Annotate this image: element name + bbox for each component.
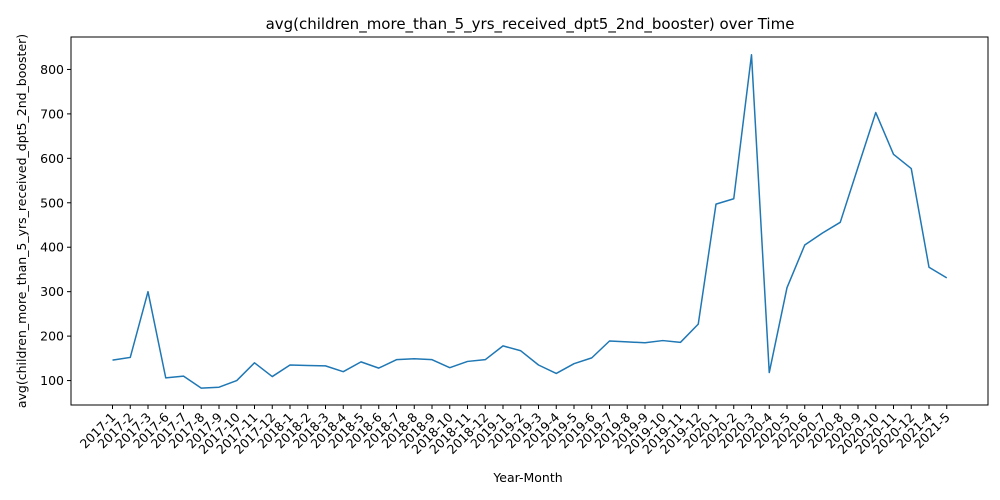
plot-area bbox=[70, 36, 989, 406]
y-axis: 100 200 300 400 500 600 700 800 bbox=[40, 62, 71, 388]
y-tick-label: 700 bbox=[40, 106, 64, 121]
y-tick-label: 300 bbox=[40, 284, 64, 299]
x-axis-title: Year-Month bbox=[492, 470, 562, 485]
series-points bbox=[112, 55, 946, 388]
x-axis: 2017-12017-22017-32017-62017-72017-82017… bbox=[77, 405, 953, 457]
y-tick-label: 400 bbox=[40, 240, 64, 255]
series-line bbox=[112, 54, 948, 389]
y-tick-label: 600 bbox=[40, 151, 64, 166]
chart-title: avg(children_more_than_5_yrs_received_dp… bbox=[266, 15, 795, 34]
y-tick-label: 100 bbox=[40, 373, 64, 388]
y-tick-label: 200 bbox=[40, 329, 64, 344]
y-tick-label: 500 bbox=[40, 195, 64, 210]
y-axis-title: avg(children_more_than_5_yrs_received_dp… bbox=[14, 34, 29, 408]
y-tick-label: 800 bbox=[40, 62, 64, 77]
